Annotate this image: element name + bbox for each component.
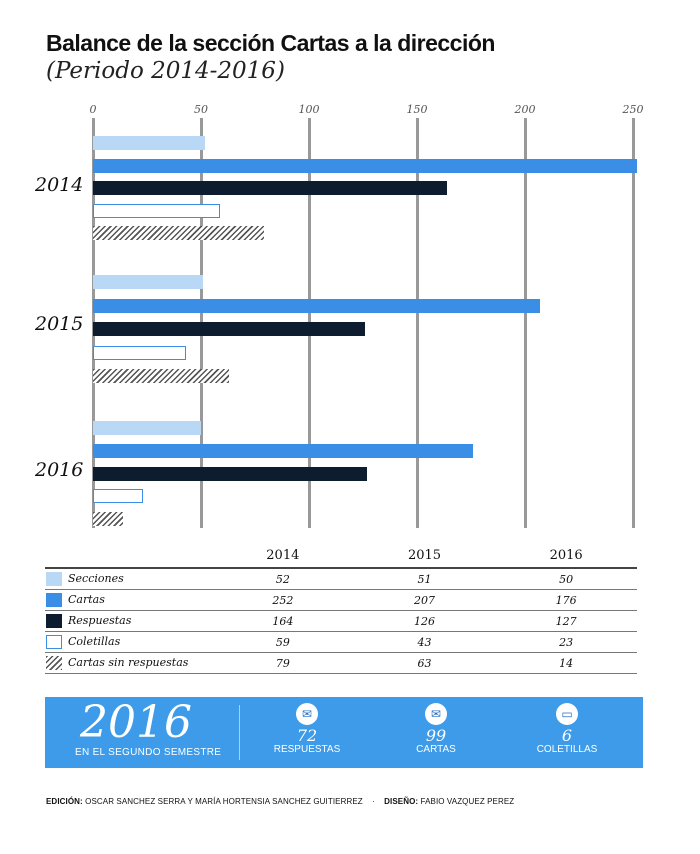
table-cell: 127 [495, 610, 637, 632]
stat-value: 99 [425, 726, 447, 745]
legend-swatch [46, 572, 62, 586]
table-cell: 59 [212, 631, 354, 653]
stat-label: CARTAS [416, 744, 456, 755]
table-cell: 207 [353, 589, 496, 611]
legend-label: Cartas [68, 593, 105, 606]
legend-label: Respuestas [68, 614, 132, 627]
table-cell: 51 [353, 568, 496, 590]
stat-respuestas: ✉ 72 RESPUESTAS [257, 703, 357, 755]
table-cell: 164 [212, 610, 354, 632]
year-label: 2016 [35, 459, 84, 481]
stat-cartas: ✉ 99 CARTAS [386, 703, 486, 755]
year-label: 2014 [35, 174, 84, 196]
tick-label: 150 [406, 103, 428, 116]
tick-label: 250 [622, 103, 644, 116]
bar-cartas-2015 [93, 298, 541, 313]
table-cell: 176 [495, 589, 637, 611]
col-2015: 2015 [353, 543, 496, 569]
bar-secciones-2015 [93, 275, 204, 289]
envelope-icon: ✉ [425, 703, 447, 725]
legend-swatch [46, 614, 62, 628]
bar-respuestas-2014 [93, 181, 448, 195]
table-row: Cartas sin respuestas 79 63 14 [45, 652, 637, 674]
bar-respuestas-2015 [93, 322, 366, 336]
col-2014: 2014 [212, 543, 354, 569]
table-header-row: 2014 2015 2016 [45, 543, 637, 569]
bar-cartas-sin-respuestas-2014 [93, 226, 264, 240]
legend-swatch [46, 593, 62, 607]
bar-cartas-sin-respuestas-2016 [93, 512, 124, 527]
banner-subtitle: EN EL SEGUNDO SEMESTRE [75, 747, 222, 758]
page-title: Balance de la sección Cartas a la direcc… [46, 30, 495, 56]
stat-label: RESPUESTAS [273, 744, 341, 755]
stat-label: COLETILLAS [536, 744, 598, 755]
year-label: 2015 [35, 313, 84, 335]
legend-label: Coletillas [68, 635, 121, 648]
col-2016: 2016 [495, 543, 637, 569]
table-row: Secciones 52 51 50 [45, 568, 637, 590]
card-icon: ▭ [556, 703, 578, 725]
table-cell: 23 [495, 631, 637, 653]
bar-coletillas-2014 [93, 203, 221, 218]
banner-year: 2016 [80, 697, 192, 748]
bar-coletillas-2016 [93, 489, 143, 504]
legend-swatch [46, 656, 62, 670]
table-cell: 43 [353, 631, 496, 653]
stat-value: 72 [296, 726, 318, 745]
table-row: Coletillas 59 43 23 [45, 631, 637, 653]
page-subtitle: (Periodo 2014-2016) [46, 58, 285, 84]
table-cell: 252 [212, 589, 354, 611]
bar-cartas-sin-respuestas-2015 [93, 369, 230, 383]
table-cell: 63 [353, 652, 496, 674]
tick-label: 200 [514, 103, 536, 116]
bar-secciones-2016 [93, 421, 201, 435]
gridline [632, 118, 635, 528]
legend-label: Secciones [68, 572, 124, 585]
table-cell: 126 [353, 610, 496, 632]
divider [239, 705, 240, 760]
bar-coletillas-2015 [93, 345, 186, 360]
tick-label: 50 [194, 103, 208, 116]
data-table: 2014 2015 2016 Secciones 52 51 50 Cartas 252 2… [45, 543, 637, 674]
envelope-open-icon: ✉ [296, 703, 318, 725]
bar-cartas-2014 [93, 158, 638, 173]
bar-respuestas-2016 [93, 466, 368, 481]
gridline [524, 118, 527, 528]
stat-value: 6 [561, 726, 573, 745]
table-cell: 14 [495, 652, 637, 674]
summary-banner: 2016 EN EL SEGUNDO SEMESTRE ✉ 72 RESPUES… [45, 697, 643, 768]
bar-chart: 0 50 100 150 200 250 2014 2015 2016 [35, 103, 644, 528]
table-row: Respuestas 164 126 127 [45, 610, 637, 632]
table-cell: 79 [212, 652, 354, 674]
table-row: Cartas 252 207 176 [45, 589, 637, 611]
tick-label: 100 [298, 103, 320, 116]
stat-coletillas: ▭ 6 COLETILLAS [517, 703, 617, 755]
credits: EDICIÓN: OSCAR SANCHEZ SERRA Y MARÍA HOR… [46, 797, 515, 806]
table-cell: 52 [212, 568, 354, 590]
bar-cartas-2016 [93, 443, 474, 458]
bar-secciones-2014 [93, 136, 206, 150]
tick-label: 0 [89, 103, 97, 116]
legend-label: Cartas sin respuestas [68, 656, 189, 669]
table-cell: 50 [495, 568, 637, 590]
legend-swatch [46, 635, 62, 649]
gridline [416, 118, 419, 528]
